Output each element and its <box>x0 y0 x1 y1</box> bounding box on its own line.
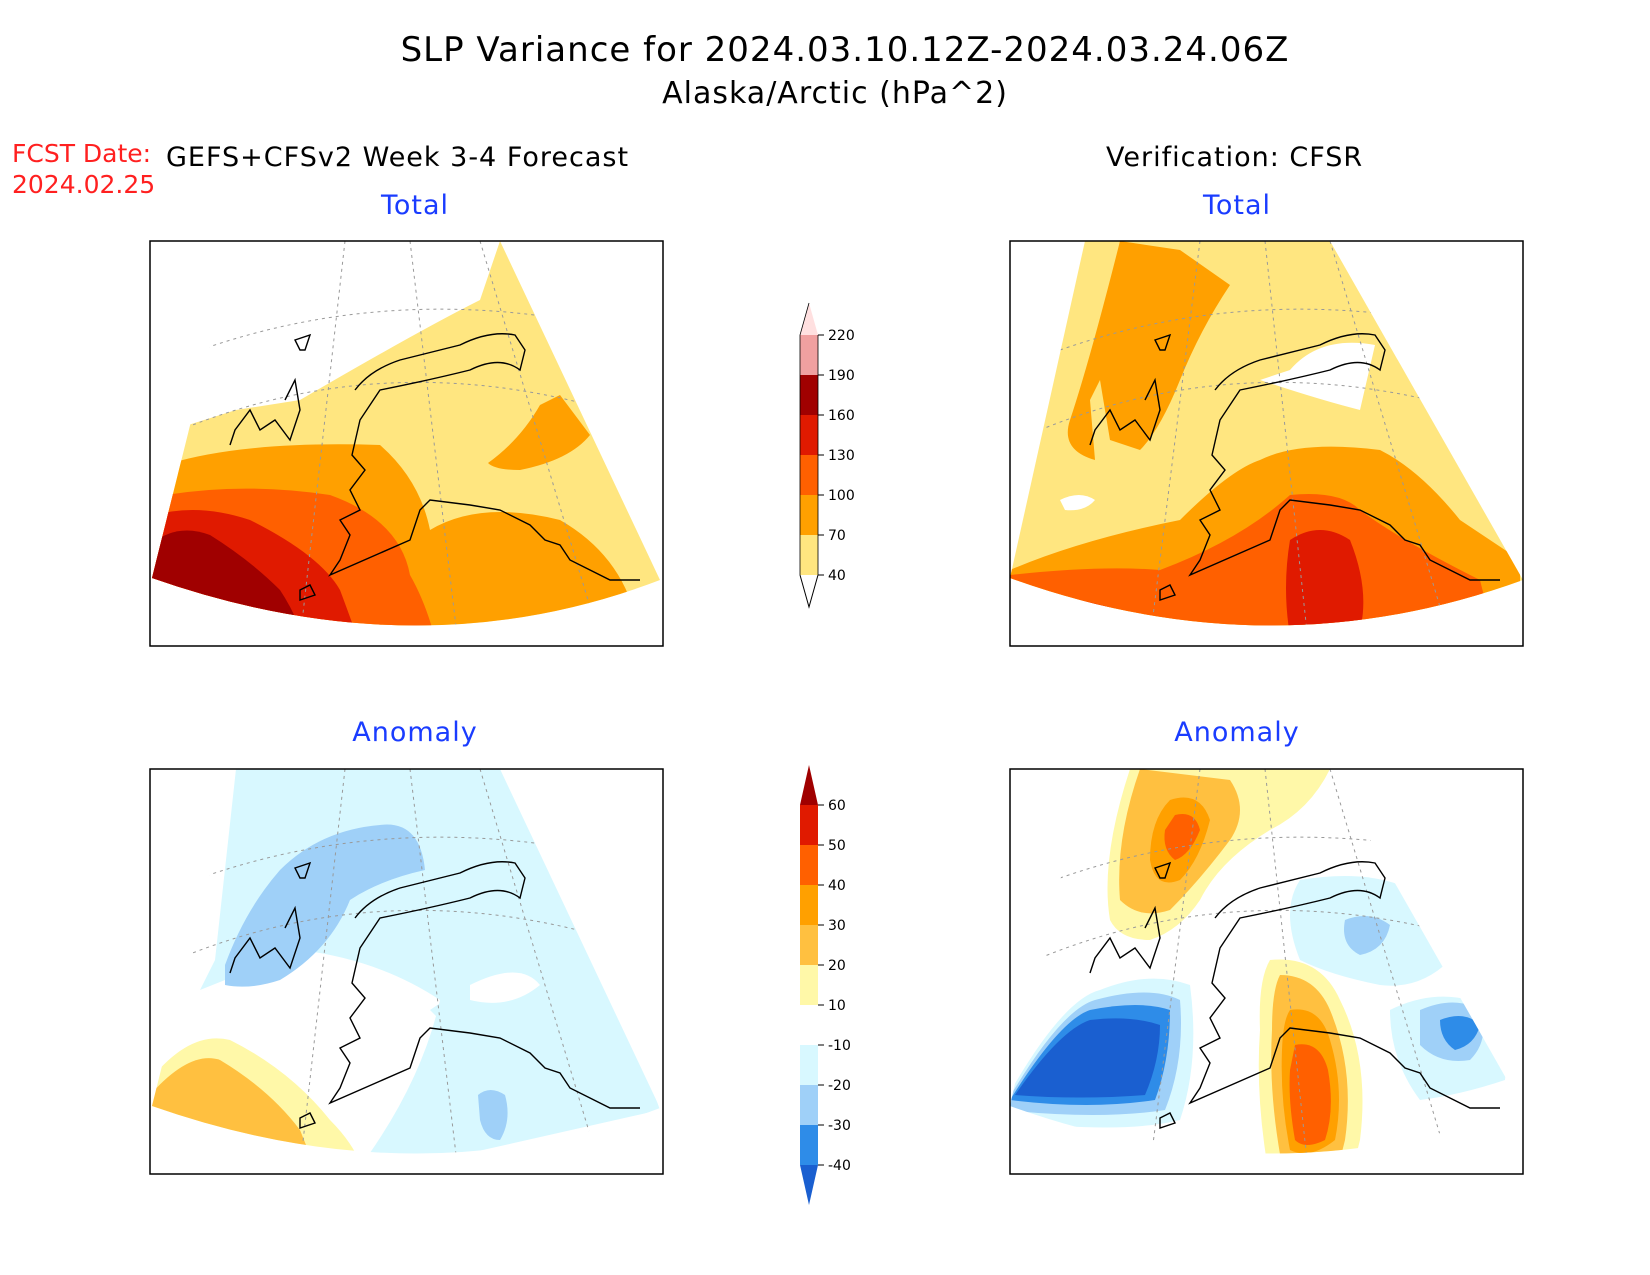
colorbar-total-swatch <box>800 535 818 575</box>
colorbar-anomaly-swatch <box>800 885 818 925</box>
colorbar-anomaly-swatch <box>800 925 818 965</box>
panel-title-forecast-anomaly: Anomaly <box>352 717 478 748</box>
colorbar-total-tick-label: 130 <box>828 448 855 464</box>
colorbar-anomaly: -40 -30 -20 -10 10 20 30 40 50 60 <box>800 765 851 1205</box>
colorbar-anomaly-swatch <box>800 1125 818 1165</box>
colorbar-anomaly-swatch <box>800 1005 818 1045</box>
colorbar-total: 40 70 100 130 160 190 220 <box>799 302 855 609</box>
contour-fill-below-40 <box>1260 342 1375 410</box>
contour-fill-70-100-north <box>1067 241 1230 460</box>
colorbar-anomaly-tick-label: -30 <box>828 1118 851 1134</box>
contour-fill-neutral-pocket <box>470 972 540 1003</box>
contour-fill-neg30-east <box>1440 1016 1480 1050</box>
colorbar-total-swatch <box>800 375 818 415</box>
coastline <box>1089 861 1500 1129</box>
forecast-total-map <box>149 240 664 647</box>
sub-title: Alaska/Arctic (hPa^2) <box>662 76 1008 111</box>
contour-fill-160-190 <box>1010 595 1110 626</box>
colorbar-anomaly-tick-label: 30 <box>828 918 846 934</box>
verification-total-map <box>1009 240 1524 647</box>
colorbar-anomaly-tick-label: 20 <box>828 958 846 974</box>
contour-fill-below-40-west <box>1060 495 1095 511</box>
contour-fill-neg20-south <box>478 1090 508 1140</box>
verification-column-title: Verification: CFSR <box>1106 142 1364 173</box>
contour-fill-pos40-south <box>1289 1044 1331 1145</box>
colorbar-total-tick-label: 70 <box>828 528 846 544</box>
forecast-date-label-line1: FCST Date: <box>12 139 152 168</box>
colorbar-anomaly-bottom-arrow <box>800 1165 818 1205</box>
colorbar-anomaly-tick-label: -20 <box>828 1078 851 1094</box>
panel-title-forecast-total: Total <box>380 190 450 221</box>
map-frame <box>149 768 664 1175</box>
colorbar-total-bottom-arrow <box>799 574 819 609</box>
colorbar-anomaly-swatch <box>800 965 818 1005</box>
colorbar-total-swatch <box>800 335 818 375</box>
colorbar-total-top-arrow <box>800 303 818 335</box>
panel-title-verification-total: Total <box>1202 190 1272 221</box>
colorbar-anomaly-tick-label: -40 <box>828 1158 851 1174</box>
colorbar-total-tick-label: 190 <box>828 368 855 384</box>
colorbar-total-tick-label: 40 <box>828 568 846 584</box>
contour-fill-pos40-north <box>1164 814 1200 860</box>
contour-fill-70-100-east <box>488 395 590 470</box>
map-frame <box>1009 768 1524 1175</box>
panel-title-verification-anomaly: Anomaly <box>1174 717 1300 748</box>
main-title: SLP Variance for 2024.03.10.12Z-2024.03.… <box>400 30 1290 70</box>
colorbar-anomaly-swatch <box>800 1085 818 1125</box>
colorbar-anomaly-tick-label: 60 <box>828 798 846 814</box>
colorbar-total-swatch <box>800 415 818 455</box>
colorbar-total-swatch <box>800 455 818 495</box>
forecast-date-label: FCST Date: 2024.02.25 <box>12 138 155 200</box>
colorbar-anomaly-tick-label: 40 <box>828 878 846 894</box>
colorbar-anomaly-tick-label: 10 <box>828 998 846 1014</box>
coastline <box>229 861 640 1129</box>
contour-fill-130-160 <box>1286 530 1364 626</box>
contour-fill-neg20 <box>225 824 425 987</box>
contour-fill-neg40-west <box>1015 1018 1160 1098</box>
colorbar-anomaly-swatch <box>800 1045 818 1085</box>
colorbar-total-tick-label: 100 <box>828 488 855 504</box>
forecast-date-value: 2024.02.25 <box>12 170 156 199</box>
colorbar-total-swatch <box>800 495 818 535</box>
colorbar-anomaly-tick-label: -10 <box>828 1038 851 1054</box>
colorbar-anomaly-swatch <box>800 805 818 845</box>
contour-fill-neg20-north <box>1344 916 1390 955</box>
verification-anomaly-map <box>1009 768 1524 1175</box>
map-frame <box>1009 240 1524 647</box>
coastline <box>229 333 640 601</box>
colorbar-anomaly-swatch <box>800 845 818 885</box>
colorbar-anomaly-tick-label: 50 <box>828 838 846 854</box>
colorbar-anomaly-top-arrow <box>800 765 818 805</box>
map-frame <box>149 240 664 647</box>
forecast-column-title: GEFS+CFSv2 Week 3-4 Forecast <box>166 142 630 173</box>
forecast-anomaly-map <box>149 768 664 1175</box>
colorbar-total-tick-label: 220 <box>828 328 855 344</box>
contour-fill-160-190 <box>152 530 310 626</box>
coastline <box>1089 333 1500 601</box>
colorbar-total-tick-label: 160 <box>828 408 855 424</box>
